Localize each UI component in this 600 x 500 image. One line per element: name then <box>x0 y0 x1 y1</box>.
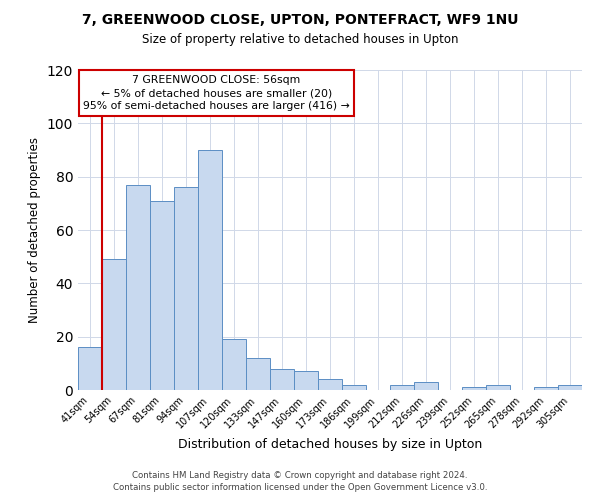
Bar <box>198 150 222 390</box>
Bar <box>174 188 198 390</box>
Bar <box>462 388 486 390</box>
Bar <box>294 372 318 390</box>
Bar <box>270 368 294 390</box>
Y-axis label: Number of detached properties: Number of detached properties <box>28 137 41 323</box>
Bar <box>126 184 150 390</box>
Bar <box>486 384 510 390</box>
Bar <box>558 384 582 390</box>
Text: Size of property relative to detached houses in Upton: Size of property relative to detached ho… <box>142 32 458 46</box>
Bar <box>102 260 126 390</box>
X-axis label: Distribution of detached houses by size in Upton: Distribution of detached houses by size … <box>178 438 482 451</box>
Bar <box>390 384 414 390</box>
Text: 7, GREENWOOD CLOSE, UPTON, PONTEFRACT, WF9 1NU: 7, GREENWOOD CLOSE, UPTON, PONTEFRACT, W… <box>82 12 518 26</box>
Bar <box>414 382 438 390</box>
Bar <box>318 380 342 390</box>
Bar <box>246 358 270 390</box>
Text: Contains HM Land Registry data © Crown copyright and database right 2024.
Contai: Contains HM Land Registry data © Crown c… <box>113 471 487 492</box>
Bar <box>150 200 174 390</box>
Bar <box>534 388 558 390</box>
Text: 7 GREENWOOD CLOSE: 56sqm
← 5% of detached houses are smaller (20)
95% of semi-de: 7 GREENWOOD CLOSE: 56sqm ← 5% of detache… <box>83 75 350 111</box>
Bar <box>342 384 366 390</box>
Bar <box>222 340 246 390</box>
Bar <box>78 348 102 390</box>
